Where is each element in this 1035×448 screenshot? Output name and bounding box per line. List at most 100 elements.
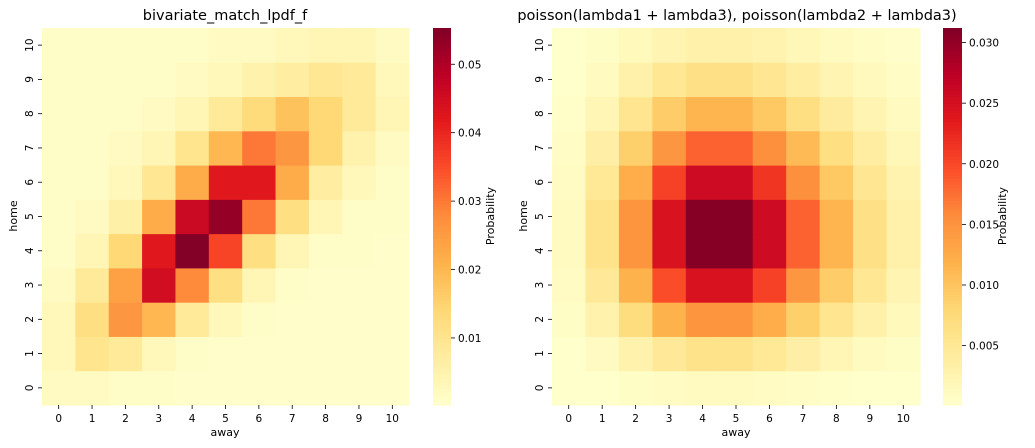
heatmap-cell-home2-away3 <box>142 302 176 337</box>
colorbar-segment <box>943 181 962 186</box>
colorbar-segment <box>943 109 962 114</box>
heatmap-cell-home5-away5 <box>719 199 754 235</box>
colorbar-segment <box>433 172 451 177</box>
heatmap-cell-home10-away4 <box>685 28 720 63</box>
colorbar-segment <box>433 266 451 271</box>
heatmap-cell-home0-away3 <box>652 370 687 406</box>
colorbar-segment <box>433 159 451 164</box>
colorbar-segment <box>433 361 451 365</box>
colorbar-segment <box>433 257 451 262</box>
heatmap-cell-home6-away9 <box>342 165 377 200</box>
heatmap-cell-home0-away2 <box>618 370 653 406</box>
colorbar-segment <box>433 298 451 302</box>
heatmap-cell-home10-away10 <box>375 28 410 63</box>
y-axis-label: home <box>7 200 20 231</box>
colorbar-segment <box>943 159 962 164</box>
heatmap-cell-home10-away2 <box>618 28 653 63</box>
heatmap-cell-home0-away7 <box>786 370 821 406</box>
colorbar-segment <box>943 194 962 199</box>
colorbar-segment <box>943 273 962 277</box>
heatmap-cell-home8-away2 <box>618 96 653 132</box>
colorbar-segment <box>433 137 451 142</box>
colorbar-segment <box>943 156 962 161</box>
heatmap-cell-home4-away6 <box>752 233 787 269</box>
heatmap-cell-home5-away2 <box>108 199 143 235</box>
colorbar-segment <box>433 59 451 64</box>
heatmap-cell-home7-away2 <box>618 130 653 166</box>
heatmap-cell-home0-away3 <box>142 370 176 406</box>
heatmap-cell-home0-away9 <box>342 370 377 406</box>
heatmap-cell-home6-away3 <box>142 165 176 200</box>
heatmap-cell-home9-away5 <box>208 62 243 98</box>
colorbar-tick-label: 0.010 <box>969 280 999 292</box>
colorbar-segment <box>433 128 451 133</box>
heatmap-cell-home3-away9 <box>853 267 888 303</box>
heatmap-cell-home5-away3 <box>142 199 176 235</box>
heatmap-cell-home5-away2 <box>618 199 653 235</box>
heatmap-cell-home5-away5 <box>208 199 243 235</box>
colorbar-segment <box>943 225 962 230</box>
heatmap-cell-home3-away10 <box>375 267 410 303</box>
heatmap-cell-home7-away1 <box>585 130 620 166</box>
colorbar-segment <box>943 137 962 142</box>
colorbar-segment <box>943 276 962 280</box>
heatmap-cell-home8-away6 <box>752 96 787 132</box>
colorbar-segment <box>943 128 962 133</box>
colorbar-segment <box>433 216 451 221</box>
heatmap-cell-home4-away9 <box>342 233 377 269</box>
x-tick-label: 9 <box>356 413 363 425</box>
x-tick-label: 2 <box>632 413 639 425</box>
colorbar-segment <box>943 163 962 167</box>
heatmap-cell-home6-away8 <box>308 165 343 200</box>
heatmap-cell-home0-away2 <box>108 370 143 406</box>
heatmap-cell-home5-away4 <box>175 199 210 235</box>
colorbar-segment <box>943 260 962 265</box>
colorbar-segment <box>943 141 962 145</box>
heatmap-cell-home3-away3 <box>652 267 687 303</box>
colorbar-segment <box>433 156 451 161</box>
heatmap-cell-home10-away8 <box>819 28 854 63</box>
heatmap-cell-home0-away1 <box>75 370 110 406</box>
colorbar-segment <box>943 307 962 312</box>
heatmap-cell-home1-away7 <box>786 336 821 372</box>
heatmap-cell-home2-away7 <box>786 302 821 337</box>
heatmap-cell-home2-away9 <box>853 302 888 337</box>
colorbar-segment <box>433 329 451 334</box>
heatmap-cell-home6-away0 <box>42 165 76 200</box>
colorbar-segment <box>943 84 962 89</box>
colorbar-segment <box>943 351 962 356</box>
y-tick-label: 9 <box>534 76 546 83</box>
heatmap-cell-home10-away0 <box>552 28 586 63</box>
heatmap-cell-home0-away9 <box>853 370 888 406</box>
colorbar-segment <box>433 401 451 406</box>
heatmap-cell-home5-away8 <box>819 199 854 235</box>
colorbar-segment <box>943 329 962 334</box>
colorbar-segment <box>433 260 451 265</box>
colorbar-segment <box>943 53 962 57</box>
colorbar-segment <box>433 141 451 145</box>
x-tick-label: 0 <box>55 413 62 425</box>
heatmap-cells <box>552 28 921 406</box>
colorbar-segment <box>943 254 962 258</box>
y-tick-label: 2 <box>24 316 36 323</box>
heatmap-cell-home7-away8 <box>308 130 343 166</box>
colorbar-segment <box>433 219 451 224</box>
colorbar-tick-label: 0.04 <box>458 128 482 140</box>
heatmap-cell-home8-away5 <box>208 96 243 132</box>
heatmap-panel-left: bivariate_match_lpdf_f away home Probabi… <box>7 8 497 439</box>
heatmap-cell-home3-away8 <box>308 267 343 303</box>
colorbar-segment <box>943 313 962 318</box>
colorbar-segment <box>943 59 962 64</box>
heatmap-cell-home0-away6 <box>752 370 787 406</box>
colorbar-segment <box>433 97 451 101</box>
heatmap-cell-home10-away9 <box>342 28 377 63</box>
heatmap-cell-home6-away1 <box>585 165 620 200</box>
colorbar-segment <box>943 191 962 196</box>
colorbar-segment <box>433 34 451 39</box>
colorbar-segment <box>433 291 451 296</box>
colorbar-segment <box>943 31 962 35</box>
heatmap-cell-home10-away2 <box>108 28 143 63</box>
colorbar-segment <box>433 178 451 183</box>
colorbar-segment <box>943 383 962 387</box>
